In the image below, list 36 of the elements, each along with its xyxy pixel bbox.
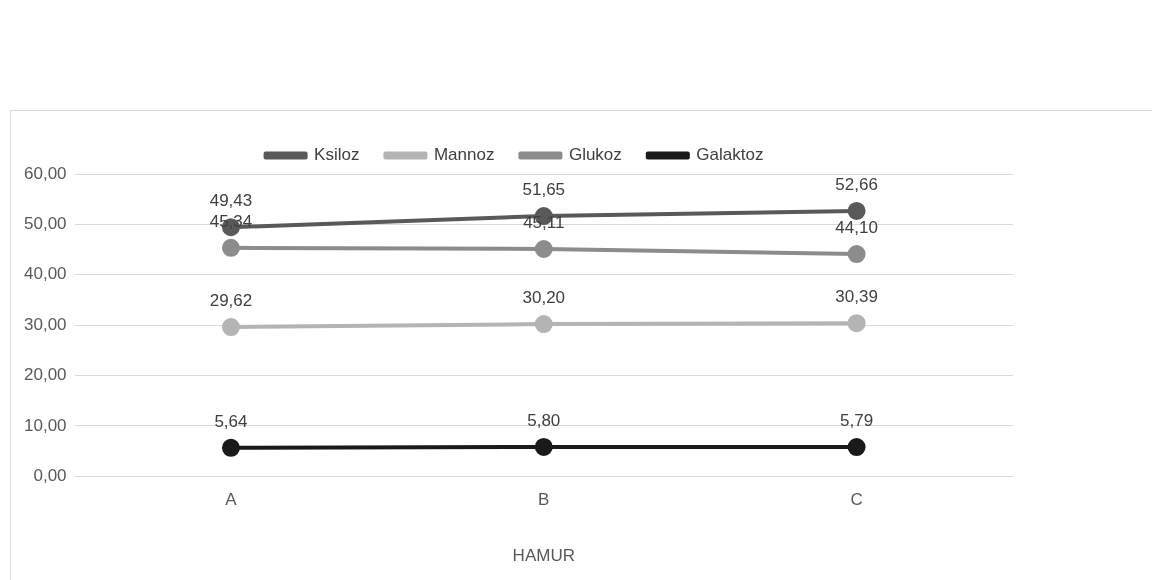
legend-label: Galaktoz xyxy=(696,145,764,165)
point xyxy=(847,201,866,220)
legend-label: Mannoz xyxy=(433,145,495,165)
data-label: 30,39 xyxy=(835,287,878,307)
point xyxy=(847,245,866,264)
data-label: 5,80 xyxy=(527,411,561,431)
data-label: 30,20 xyxy=(522,288,566,308)
point xyxy=(221,238,240,257)
point xyxy=(847,314,866,333)
y-tick-label: 20,00 xyxy=(23,365,67,385)
x-tick-label: C xyxy=(850,490,863,510)
legend-label: Ksiloz xyxy=(314,145,360,165)
point xyxy=(534,315,553,334)
data-label: 29,62 xyxy=(209,291,253,311)
data-label: 45,11 xyxy=(523,213,565,233)
legend-label: Glukoz xyxy=(568,145,622,165)
point xyxy=(221,318,240,337)
point xyxy=(221,438,240,457)
data-label: 44,10 xyxy=(835,218,878,238)
y-tick-label: 10,00 xyxy=(23,415,67,435)
x-tick-label: A xyxy=(225,490,238,510)
point xyxy=(534,437,553,456)
point xyxy=(534,240,553,258)
y-tick-label: 60,00 xyxy=(23,163,67,183)
y-tick-label: 40,00 xyxy=(23,264,67,284)
y-tick-label: 30,00 xyxy=(23,314,67,334)
x-axis-title: HAMUR xyxy=(512,546,575,566)
data-label: 52,66 xyxy=(835,175,878,195)
data-label: 49,43 xyxy=(209,191,253,211)
x-tick-label: B xyxy=(538,490,550,510)
data-label: 5,79 xyxy=(840,411,874,431)
point xyxy=(847,438,866,457)
data-label: 51,65 xyxy=(522,180,566,200)
y-tick-label: 0,00 xyxy=(33,465,67,485)
data-label: 5,64 xyxy=(214,411,248,431)
y-tick-label: 50,00 xyxy=(23,214,67,234)
